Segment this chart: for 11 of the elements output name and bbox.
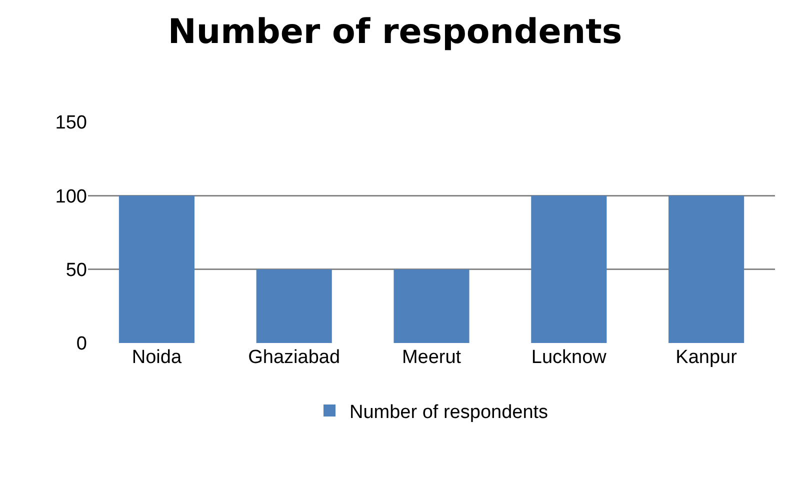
chart-title: Number of respondents — [168, 12, 622, 52]
x-tick-label: Ghaziabad — [248, 347, 340, 368]
legend-label: Number of respondents — [350, 402, 548, 423]
x-tick-label: Noida — [132, 347, 182, 368]
y-tick-label: 50 — [66, 260, 87, 281]
y-tick-label: 150 — [55, 112, 87, 134]
x-tick-label: Meerut — [402, 347, 462, 368]
x-tick-label: Lucknow — [531, 347, 607, 368]
x-tick-label: Kanpur — [676, 347, 738, 368]
y-tick-label: 100 — [55, 186, 87, 208]
y-tick-label: 0 — [76, 334, 87, 355]
